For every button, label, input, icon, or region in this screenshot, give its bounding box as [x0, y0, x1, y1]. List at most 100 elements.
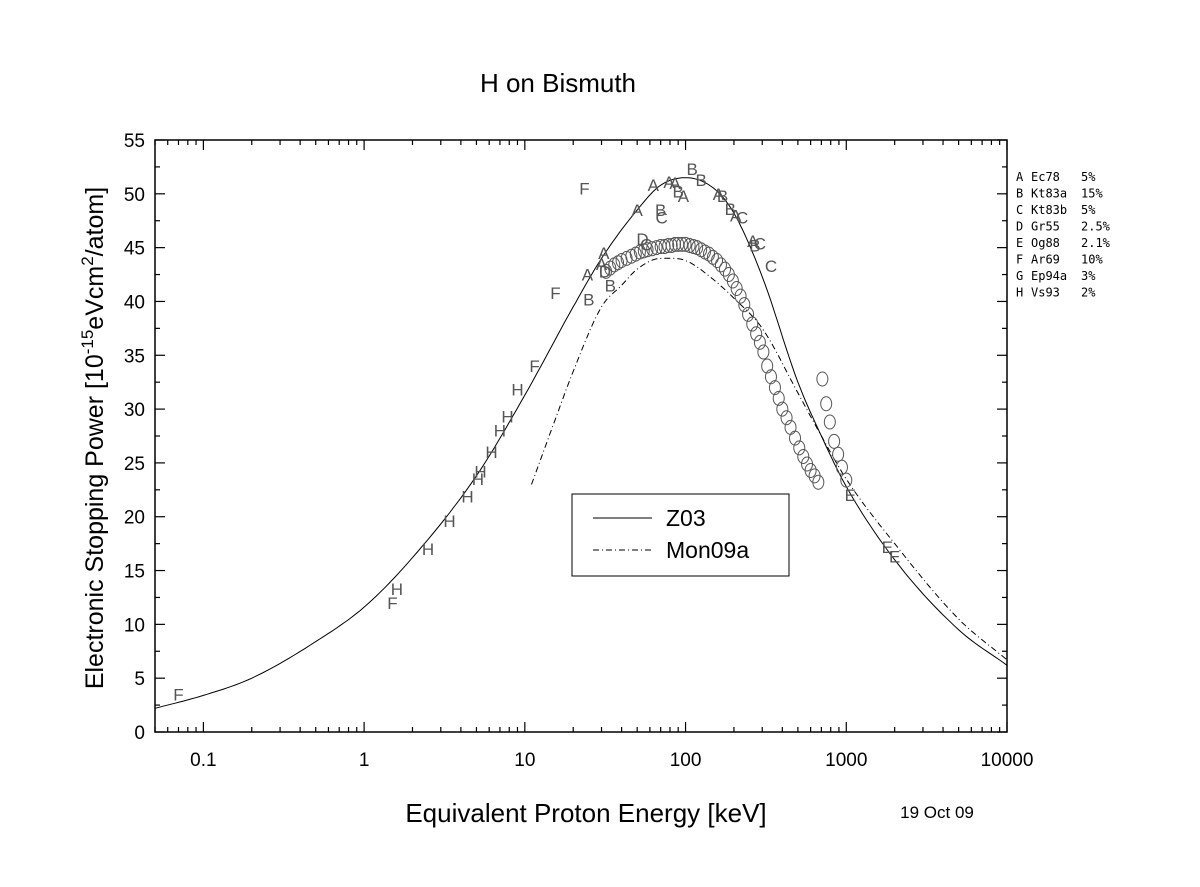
plot-frame [154, 139, 1008, 733]
data-point-h: H [422, 540, 434, 559]
data-point-f: F [387, 594, 397, 613]
y-tick-label: 30 [124, 400, 145, 421]
y-tick-label: 35 [124, 346, 145, 367]
data-point-h: H [494, 422, 506, 441]
data-point-a: A [663, 173, 675, 192]
circle-point [711, 253, 724, 269]
key-uncertainty: 5% [1081, 170, 1096, 184]
key-reference: Og88 [1031, 236, 1060, 250]
circle-point [753, 334, 766, 350]
key-uncertainty: 2% [1081, 286, 1096, 300]
key-letter: G [1016, 269, 1023, 283]
y-tick-label: 20 [124, 508, 145, 529]
circle-point [714, 257, 727, 273]
circle-point [726, 273, 739, 289]
circle-point [761, 358, 774, 374]
key-letter: D [1016, 220, 1023, 234]
data-point-e: E [889, 548, 900, 567]
key-uncertainty: 5% [1081, 203, 1096, 217]
data-point-f: F [550, 284, 560, 303]
circle-point [719, 261, 732, 277]
data-point-a: A [596, 255, 608, 274]
curve-z03 [154, 177, 1008, 709]
legend-label-z03: Z03 [666, 505, 706, 531]
circle-point [776, 401, 789, 417]
key-reference: Ar69 [1031, 253, 1060, 267]
circle-point [637, 243, 650, 259]
data-point-b: B [717, 187, 728, 206]
circle-point [780, 410, 793, 426]
y-tick-label: 25 [124, 454, 145, 475]
circle-point [646, 241, 659, 257]
circle-point [750, 326, 763, 342]
data-point-f: F [529, 357, 539, 376]
data-point-c: C [765, 257, 777, 276]
data-point-e: E [882, 538, 893, 557]
model-curves [154, 177, 1008, 709]
data-point-a: A [648, 176, 660, 195]
x-axis-ticks [154, 140, 1008, 732]
key-reference: Gr55 [1031, 220, 1060, 234]
circle-point [832, 446, 845, 462]
circle-point [641, 242, 654, 258]
data-point-h: H [472, 470, 484, 489]
key-reference: Ep94a [1031, 269, 1067, 283]
data-point-f: F [579, 179, 589, 198]
key-letter: H [1016, 286, 1023, 300]
circle-point [730, 281, 743, 297]
circle-point [675, 236, 688, 252]
circle-point [757, 344, 770, 360]
key-uncertainty: 2.5% [1081, 220, 1111, 234]
series-key: A Ec78 5% B Kt83a 15% C Kt83b 5% D Gr55 2.5% E Og88 2.… [1016, 170, 1111, 300]
data-point-h: H [461, 487, 473, 506]
data-point-a: A [669, 174, 681, 193]
circle-point [683, 237, 696, 253]
key-letter: F [1016, 253, 1023, 267]
x-tick-label: 0.1 [190, 750, 216, 771]
data-point-b: B [687, 160, 698, 179]
circle-point [620, 250, 633, 266]
data-point-d: D [636, 230, 648, 249]
data-point-a: A [730, 206, 742, 225]
circle-point [687, 239, 700, 255]
data-point-b: B [583, 290, 594, 309]
circle-point [633, 244, 646, 260]
circle-point [650, 240, 663, 256]
circle-point [828, 433, 841, 449]
data-point-a: A [678, 187, 690, 206]
x-axis-tick-labels: 0.1 1 10 100 1000 10000 [190, 750, 1033, 771]
x-tick-label: 10000 [981, 750, 1034, 771]
key-letter: E [1016, 236, 1023, 250]
data-point-f: F [173, 685, 183, 704]
circle-point [835, 459, 848, 475]
data-point-b: B [655, 201, 666, 220]
circle-data-points [600, 236, 853, 490]
key-uncertainty: 10% [1081, 253, 1103, 267]
circle-point [801, 456, 814, 472]
circle-point [662, 237, 675, 253]
circle-point [746, 316, 759, 332]
circle-point [804, 462, 817, 478]
data-point-h: H [501, 408, 513, 427]
data-point-b: B [605, 276, 616, 295]
x-axis-label: Equivalent Proton Energy [keV] [405, 798, 766, 828]
data-point-h: H [474, 463, 486, 482]
circle-point [793, 440, 806, 456]
data-point-e: E [845, 486, 856, 505]
data-point-b: B [695, 171, 706, 190]
y-tick-label: 45 [124, 239, 145, 260]
x-tick-label: 1000 [825, 750, 867, 771]
key-letter: B [1016, 187, 1023, 201]
x-tick-label: 1 [359, 750, 370, 771]
y-tick-label: 40 [124, 292, 145, 313]
data-point-b: B [725, 200, 736, 219]
legend-box: Z03 Mon09a [571, 493, 790, 577]
letter-data-points: FFHHHHHHHHHHFFFABAADBADCABCAABABBABBACAB… [173, 160, 900, 704]
circle-point [734, 288, 747, 304]
circle-point [679, 236, 692, 252]
y-tick-label: 0 [134, 723, 145, 744]
data-point-d: D [599, 262, 611, 281]
y-tick-label: 5 [134, 669, 145, 690]
key-uncertainty: 15% [1081, 187, 1103, 201]
